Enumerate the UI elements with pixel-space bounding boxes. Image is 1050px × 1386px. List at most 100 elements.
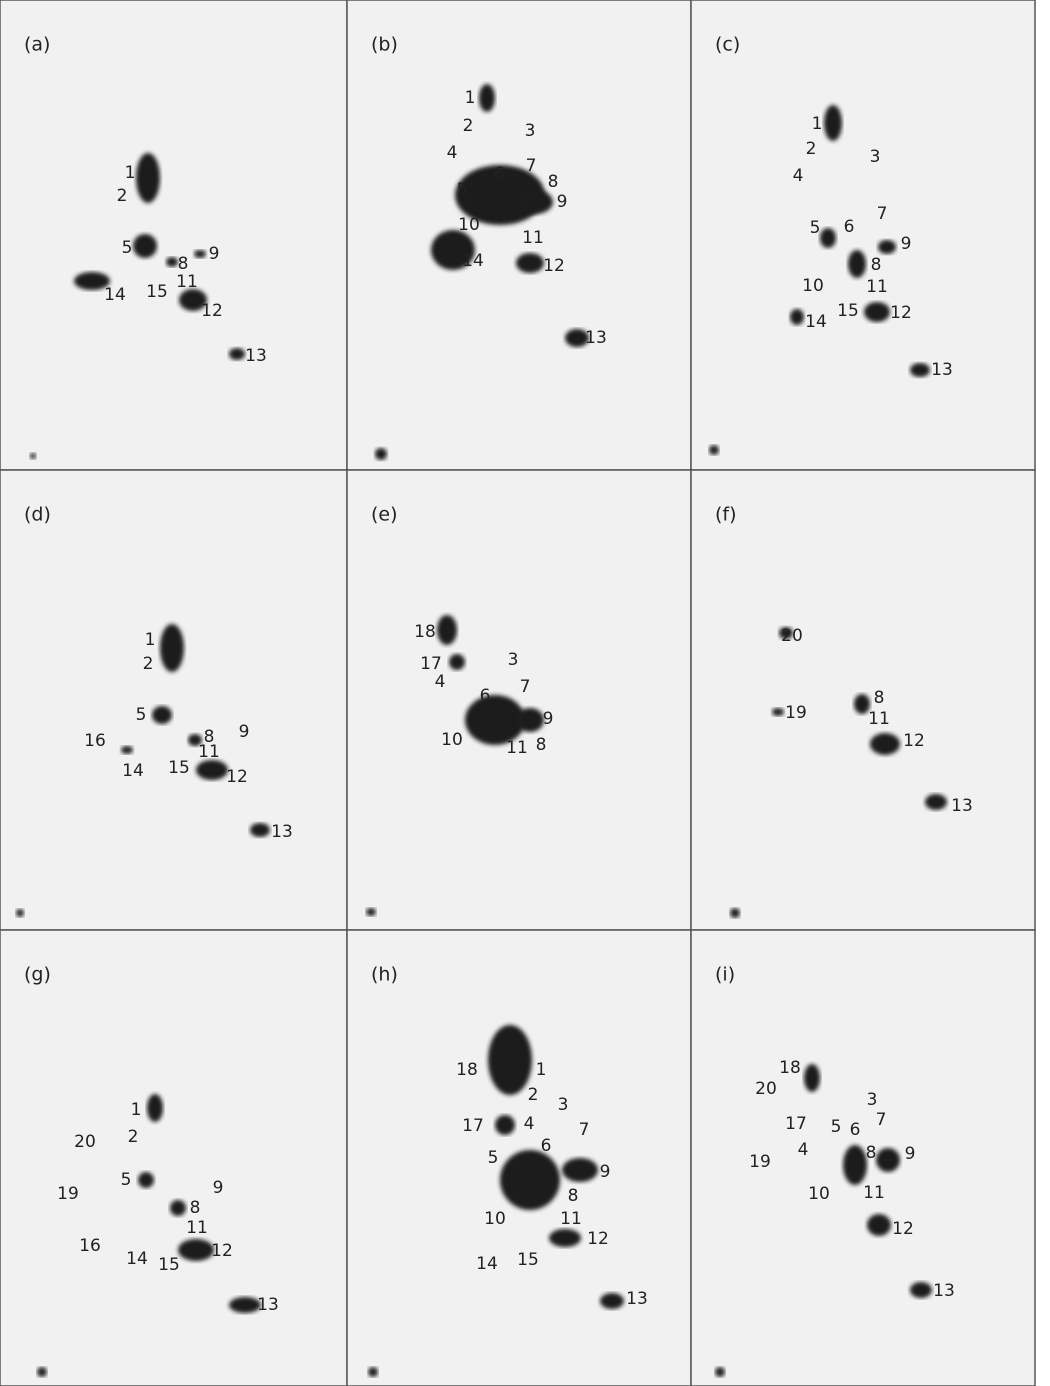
spot-label: 13	[245, 346, 267, 366]
spot-label: 8	[536, 735, 547, 755]
spot-label: 17	[785, 1114, 807, 1134]
spot	[479, 84, 495, 112]
spot	[133, 234, 157, 258]
spot-label: 1	[125, 163, 136, 183]
spot	[250, 823, 270, 837]
spot-label: 15	[517, 1250, 539, 1270]
spot-label: 9	[209, 244, 220, 264]
panel-frame	[0, 470, 347, 930]
spot-label: 2	[528, 1085, 539, 1105]
panel: (g)122019598111614151213	[0, 930, 347, 1386]
spot	[375, 448, 387, 460]
spot-label: 5	[121, 1170, 132, 1190]
spot	[37, 1367, 47, 1377]
panel: (f)20819111213	[691, 470, 1035, 930]
spot-label: 10	[458, 215, 480, 235]
spot-label: 20	[74, 1132, 96, 1152]
panel-label: (b)	[371, 34, 398, 56]
spot-label: 15	[837, 301, 859, 321]
spot	[136, 153, 160, 203]
spot	[166, 257, 178, 267]
spot-label: 11	[506, 738, 528, 758]
spot-label: 7	[877, 204, 888, 224]
spot-label: 3	[870, 147, 881, 167]
panel-label: (e)	[371, 504, 398, 526]
spot-label: 9	[239, 722, 250, 742]
spot-label: 11	[868, 709, 890, 729]
spot-label: 10	[802, 276, 824, 296]
spot-label: 5	[831, 1117, 842, 1137]
spot-label: 14	[462, 251, 484, 271]
spot-label: 1	[145, 630, 156, 650]
spot-label: 11	[198, 742, 220, 762]
spot-label: 11	[186, 1218, 208, 1238]
spot	[368, 1367, 378, 1377]
spot-label: 20	[755, 1079, 777, 1099]
spot-label: 13	[933, 1281, 955, 1301]
spot-label: 12	[201, 301, 223, 321]
spot-label: 12	[543, 256, 565, 276]
spot-label: 19	[749, 1152, 771, 1172]
spot	[730, 908, 740, 918]
panel-label: (d)	[24, 504, 51, 526]
spot-label: 9	[557, 192, 568, 212]
spot-label: 8	[866, 1143, 877, 1163]
spot-label: 13	[585, 328, 607, 348]
spot-label: 10	[484, 1209, 506, 1229]
spot-label: 11	[863, 1183, 885, 1203]
spot-label: 5	[810, 218, 821, 238]
spot	[495, 1115, 515, 1135]
spot	[517, 190, 553, 214]
spot-label: 5	[122, 238, 133, 258]
spot	[196, 760, 228, 780]
spot-label: 7	[520, 677, 531, 697]
spot-label: 15	[146, 282, 168, 302]
spot	[152, 706, 172, 724]
spot	[715, 1367, 725, 1377]
spot-label: 13	[271, 822, 293, 842]
spot	[864, 302, 890, 322]
spot-label: 6	[850, 1120, 861, 1140]
spot-label: 13	[626, 1289, 648, 1309]
spot-label: 6	[844, 217, 855, 237]
spot-label: 12	[892, 1219, 914, 1239]
spot-label: 9	[213, 1178, 224, 1198]
spot-label: 7	[526, 156, 537, 176]
panel: (i)18203174567891910111213	[691, 930, 1035, 1386]
spot	[843, 1145, 867, 1185]
panel-frame	[0, 930, 347, 1386]
spot-label: 12	[211, 1241, 233, 1261]
spot-label: 1	[465, 88, 476, 108]
spot-label: 5	[457, 180, 468, 200]
panel: (c)123456798101115141213	[691, 0, 1035, 470]
spot-label: 5	[136, 705, 147, 725]
spot-label: 12	[587, 1229, 609, 1249]
spot	[16, 909, 24, 917]
spot	[772, 708, 784, 716]
panel-label: (g)	[24, 964, 51, 986]
spot	[790, 309, 804, 325]
spot-label: 11	[522, 228, 544, 248]
spot-label: 11	[866, 277, 888, 297]
figure: (a)125891511141213(b)1234675891011141213…	[0, 0, 1050, 1386]
spot	[867, 1214, 891, 1236]
spot-label: 6	[494, 164, 505, 184]
spot-label: 2	[143, 654, 154, 674]
spot-label: 2	[463, 116, 474, 136]
panel-frame	[0, 0, 347, 470]
panel: (h)1812317476598101115141213	[347, 930, 691, 1386]
spot-label: 2	[806, 139, 817, 159]
spot-label: 17	[462, 1116, 484, 1136]
spot-label: 1	[131, 1100, 142, 1120]
spot	[138, 1172, 154, 1188]
spot-label: 2	[117, 186, 128, 206]
panel-frame	[347, 0, 691, 470]
spot-label: 7	[876, 1110, 887, 1130]
spot-label: 8	[190, 1198, 201, 1218]
spot-label: 17	[420, 654, 442, 674]
spot	[562, 1158, 598, 1182]
spot-label: 3	[558, 1095, 569, 1115]
spot	[178, 1239, 214, 1261]
